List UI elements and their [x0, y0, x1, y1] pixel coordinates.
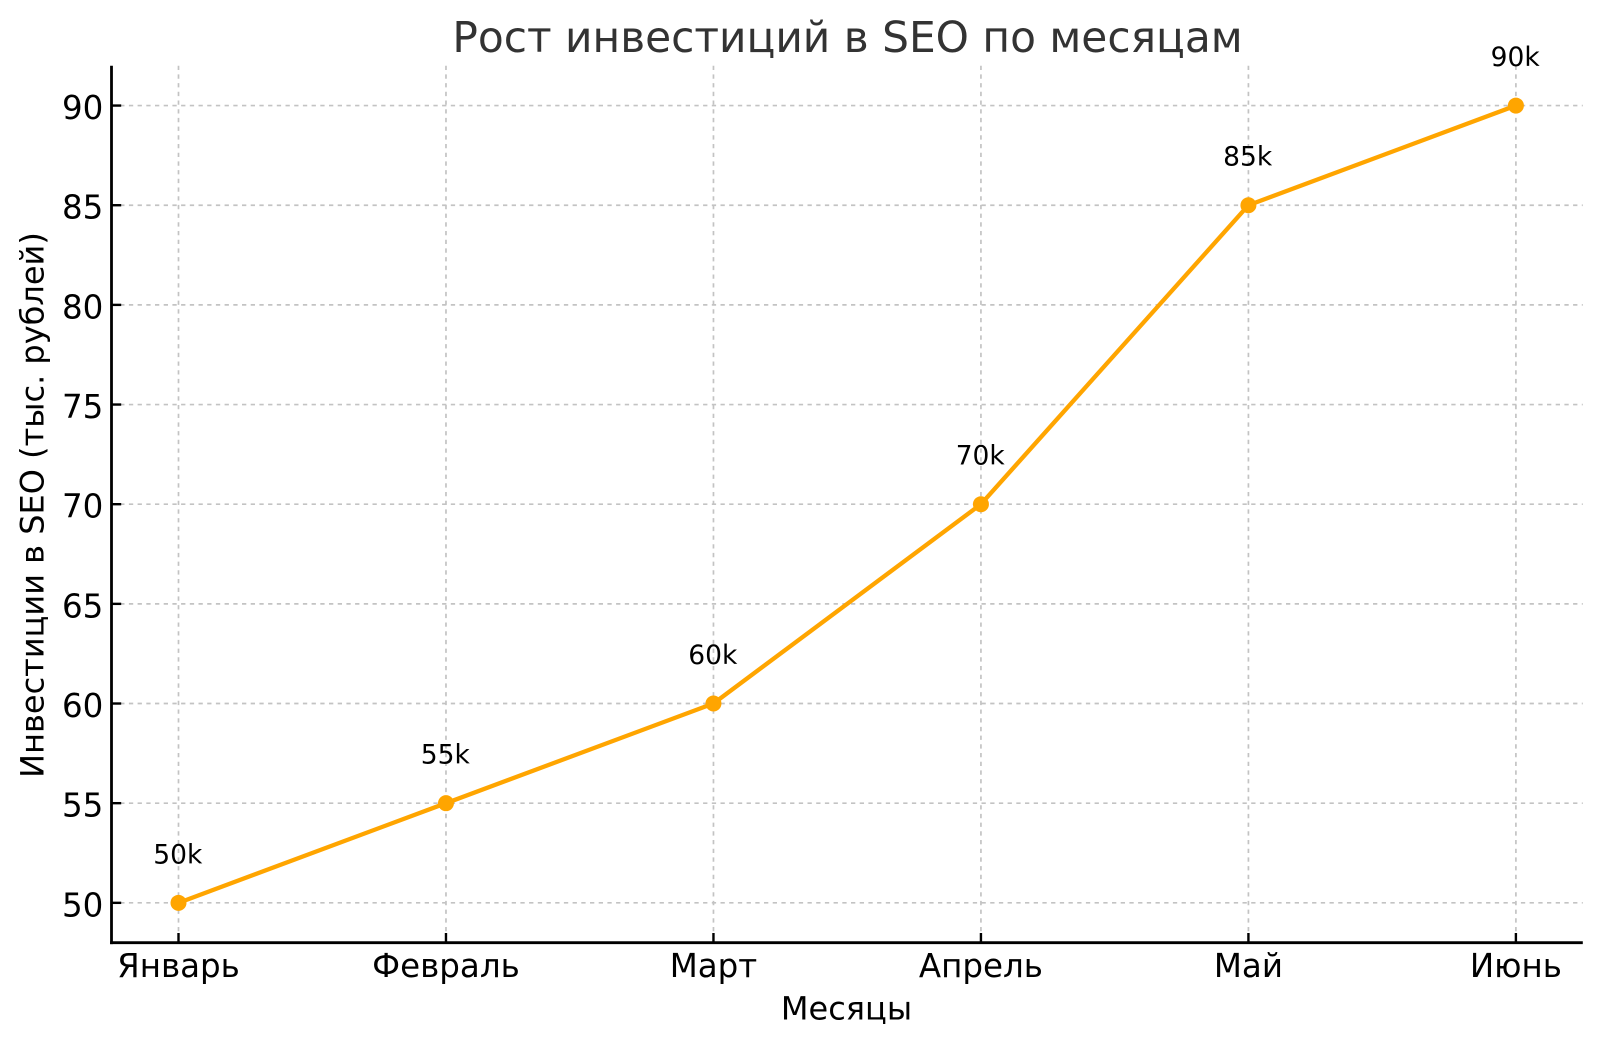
data-point — [1240, 197, 1257, 214]
y-tick-label: 85 — [62, 189, 103, 227]
y-tick-label: 80 — [62, 288, 103, 326]
data-point — [705, 695, 722, 712]
data-point — [437, 795, 454, 812]
data-point — [972, 496, 989, 513]
y-tick-label: 75 — [62, 388, 103, 426]
chart-title: Рост инвестиций в SEO по месяцам — [452, 13, 1242, 62]
y-tick-label: 55 — [62, 787, 103, 825]
tick-layer — [111, 104, 1518, 943]
x-axis-label: Месяцы — [781, 990, 912, 1028]
x-tick-label: Февраль — [372, 947, 520, 985]
y-tick-label: 70 — [62, 488, 103, 526]
data-point-label: 55k — [421, 740, 471, 771]
data-point — [1507, 97, 1524, 114]
data-point-label: 70k — [956, 441, 1006, 472]
spine-layer — [110, 65, 1583, 945]
x-tick-label: Март — [670, 947, 758, 985]
x-tick-label: Апрель — [919, 947, 1043, 985]
x-tick-label: Январь — [117, 947, 240, 985]
data-point — [170, 894, 187, 911]
y-tick-label: 65 — [62, 587, 103, 625]
series-line — [176, 103, 1519, 905]
y-tick-label: 60 — [62, 687, 103, 725]
data-point-label: 60k — [688, 640, 738, 671]
x-tick-label: Июнь — [1470, 947, 1562, 985]
y-tick-label: 50 — [62, 886, 103, 924]
data-point-label: 90k — [1491, 42, 1541, 73]
y-tick-label: 90 — [62, 89, 103, 127]
y-axis-label: Инвестиции в SEO (тыс. рублей) — [14, 232, 52, 778]
label-layer: Январь Февраль Март Апрель Май Июнь 50 55 60 65 70… — [62, 42, 1562, 985]
x-tick-label: Май — [1214, 947, 1283, 985]
data-point-label: 85k — [1223, 142, 1273, 173]
series-layer — [170, 97, 1524, 911]
data-point-label: 50k — [153, 839, 203, 870]
